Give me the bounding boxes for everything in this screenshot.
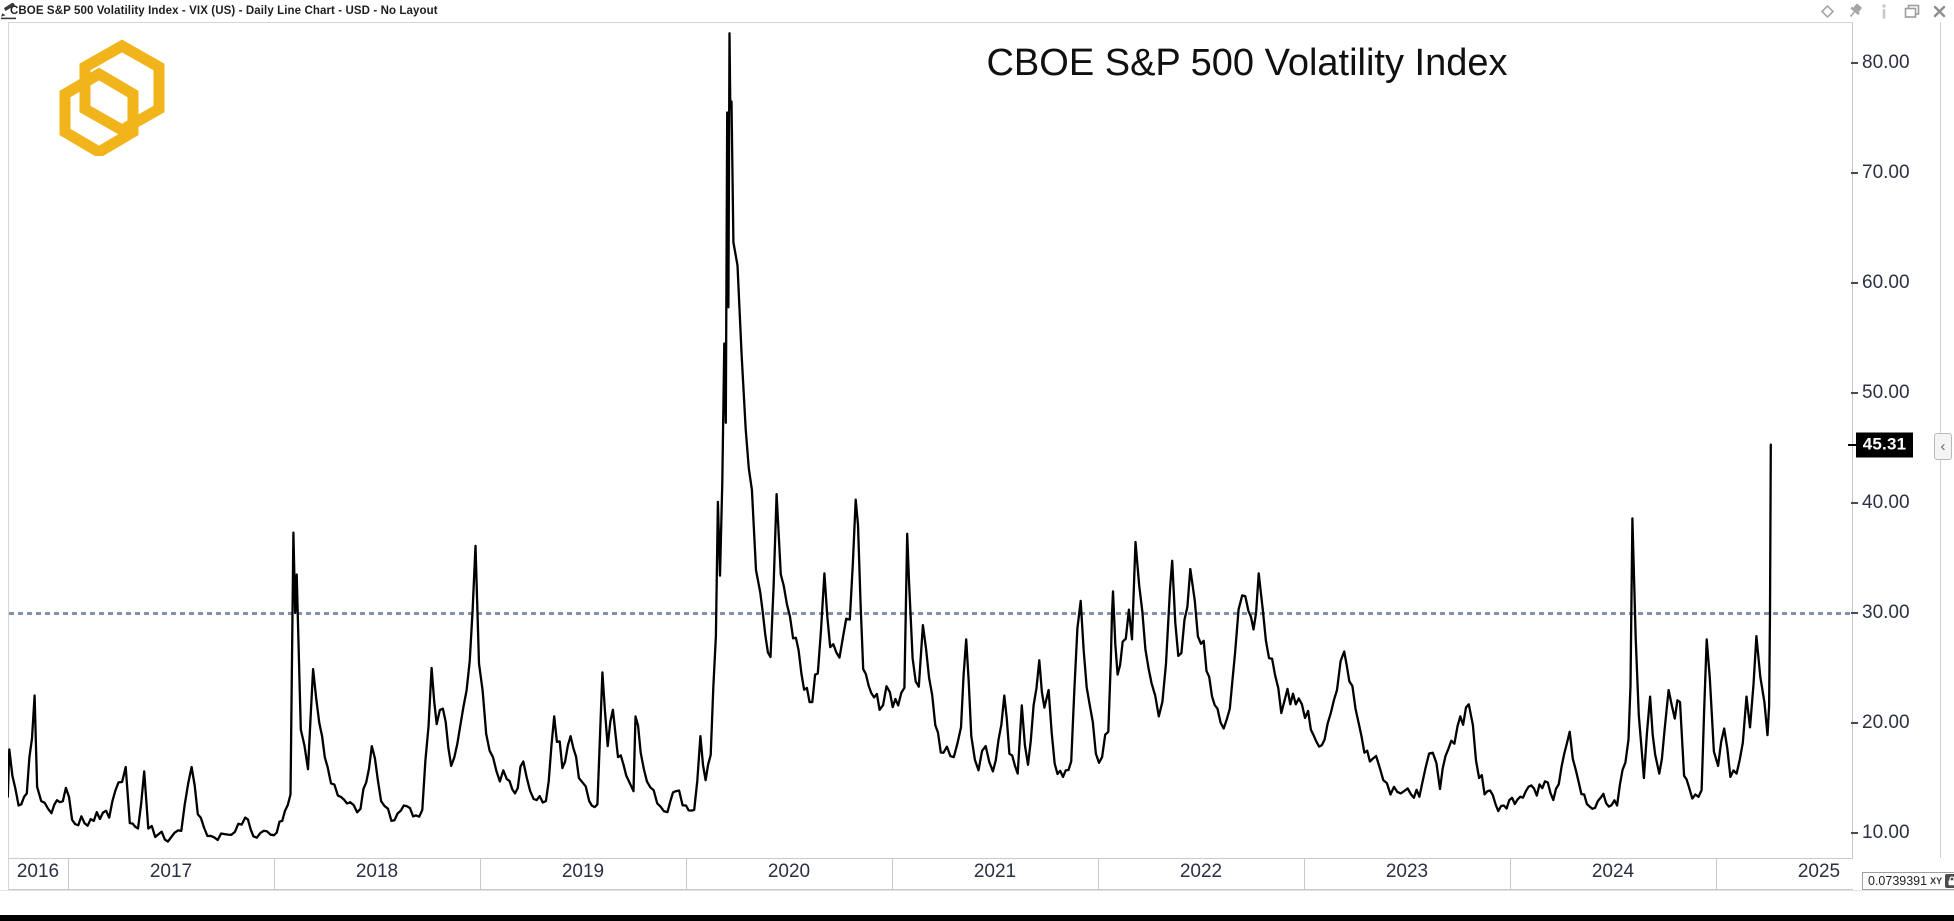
- xy-scale-value: 0.0739391: [1868, 874, 1928, 888]
- vix-line-series: [8, 32, 1772, 843]
- x-axis-year-label: 2017: [149, 861, 193, 882]
- optuma-hexagon-logo: [56, 38, 168, 159]
- padlock-icon[interactable]: [1945, 874, 1954, 888]
- xy-scale-label: XY: [1930, 876, 1943, 886]
- x-axis-year-separator: [1510, 858, 1511, 890]
- y-axis-tick: [1851, 392, 1858, 394]
- y-axis-label: 30.00: [1862, 602, 1910, 623]
- chart-titlebar: CBOE S&P 500 Volatility Index - VIX (US)…: [0, 0, 1954, 22]
- titlebar-icon-group: [1819, 1, 1948, 21]
- close-icon[interactable]: [1931, 3, 1948, 20]
- edit-pencil-icon[interactable]: [0, 2, 20, 20]
- x-axis-year-separator: [480, 858, 481, 890]
- chart-plot-area[interactable]: [8, 22, 1853, 859]
- x-axis-year-label: 2022: [1179, 861, 1223, 882]
- y-axis-tick: [1851, 282, 1858, 284]
- y-axis-label: 70.00: [1862, 162, 1910, 183]
- y-axis-label: 20.00: [1862, 712, 1910, 733]
- x-axis-year-label: 2019: [561, 861, 605, 882]
- x-axis-year-separator: [892, 858, 893, 890]
- duplicate-icon[interactable]: [1903, 3, 1920, 20]
- y-axis-tick: [1851, 722, 1858, 724]
- y-axis-tick: [1851, 62, 1858, 64]
- x-axis-year-label: 2025: [1797, 861, 1841, 882]
- x-axis-year-separator: [1304, 858, 1305, 890]
- y-axis-label: 60.00: [1862, 272, 1910, 293]
- x-axis-band: [8, 858, 1853, 890]
- y-axis-line: [1852, 22, 1853, 890]
- axis-collapse-button[interactable]: ‹: [1934, 433, 1952, 460]
- x-axis-year-label: 2016: [16, 861, 60, 882]
- pin-icon[interactable]: [1847, 3, 1864, 20]
- y-axis-tick: [1851, 172, 1858, 174]
- xy-scale-box[interactable]: 0.0739391 XY: [1862, 872, 1954, 890]
- y-axis-label: 10.00: [1862, 822, 1910, 843]
- info-icon[interactable]: [1875, 3, 1892, 20]
- x-axis-year-label: 2023: [1385, 861, 1429, 882]
- y-axis-tick: [1851, 612, 1858, 614]
- x-axis-year-separator: [68, 858, 69, 890]
- x-axis-year-label: 2018: [355, 861, 399, 882]
- chart-title: CBOE S&P 500 Volatility Index: [986, 42, 1508, 84]
- x-axis-year-separator: [686, 858, 687, 890]
- bottom-black-bar: [0, 915, 1954, 921]
- last-price-tick: [1848, 443, 1856, 446]
- footer-strip: Optuma + 7th Apr 2025: [0, 890, 1954, 916]
- chart-titlebar-text: CBOE S&P 500 Volatility Index - VIX (US)…: [10, 5, 438, 17]
- y-axis-tick: [1851, 502, 1858, 504]
- y-axis-label: 40.00: [1862, 492, 1910, 513]
- last-price-badge: 45.31: [1856, 432, 1913, 458]
- y-axis-tick: [1851, 832, 1858, 834]
- x-axis-year-separator: [274, 858, 275, 890]
- x-axis-year-label: 2024: [1591, 861, 1635, 882]
- x-axis-year-separator: [1716, 858, 1717, 890]
- diamond-icon[interactable]: [1819, 3, 1836, 20]
- x-axis-year-separator: [1098, 858, 1099, 890]
- y-axis-label: 50.00: [1862, 382, 1910, 403]
- x-axis-year-label: 2021: [973, 861, 1017, 882]
- x-axis-year-label: 2020: [767, 861, 811, 882]
- y-axis-label: 80.00: [1862, 52, 1910, 73]
- threshold-line-30: [9, 612, 1852, 615]
